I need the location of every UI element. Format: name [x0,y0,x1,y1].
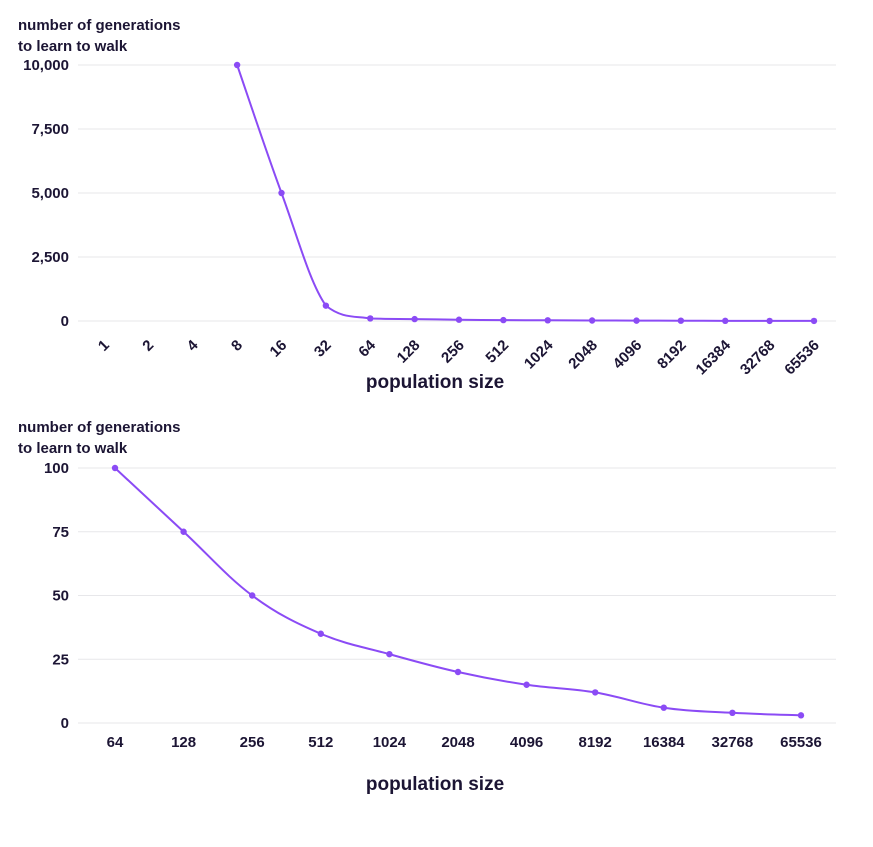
data-point [677,317,685,324]
x-tick-label: 1 [95,337,113,355]
data-point [588,317,596,324]
chart-top: number of generations to learn to walk p… [18,17,836,393]
y-tick-label: 100 [44,460,69,477]
data-point [233,61,241,69]
data-point [729,709,736,716]
y-tick-label: 5,000 [31,185,69,202]
x-tick-label: 8 [228,337,246,355]
x-tick-label: 32768 [712,734,754,751]
data-point [111,464,119,472]
x-tick-label: 8192 [654,337,690,373]
y-tick-label: 25 [52,651,69,668]
x-tick-label: 256 [438,337,468,367]
data-point [249,592,256,599]
x-tick-label: 64 [355,336,379,360]
data-point [544,317,551,324]
x-tick-label: 4 [184,336,202,354]
data-point [367,315,374,322]
data-point [322,302,330,309]
x-tick-label: 16 [267,337,291,361]
x-axis-label: population size [366,372,504,393]
x-tick-label: 16384 [643,734,685,751]
data-point [766,317,773,325]
x-tick-label: 64 [107,734,124,751]
x-tick-label: 32 [311,337,335,361]
y-axis-label-line-1: number of generations [18,17,181,34]
x-tick-label: 128 [171,734,196,751]
data-point [722,317,729,325]
data-point [455,316,463,323]
x-tick-label: 4096 [510,734,543,751]
data-point [180,528,187,535]
y-tick-label: 75 [52,524,69,541]
x-tick-label: 2048 [565,337,601,373]
y-tick-label: 50 [52,588,69,605]
x-tick-label: 2048 [441,734,474,751]
y-tick-label: 0 [61,313,69,330]
x-tick-label: 1024 [521,336,557,372]
data-point [317,630,324,637]
x-tick-label: 32768 [737,337,779,379]
data-point [523,681,530,688]
y-axis-label-line-2: to learn to walk [18,38,128,55]
data-point [660,704,667,711]
x-tick-label: 2 [139,337,157,355]
x-tick-label: 8192 [579,734,612,751]
y-tick-label: 10,000 [23,57,69,74]
chart-bottom: number of generations to learn to walk p… [18,419,836,795]
x-tick-label: 128 [394,337,424,367]
x-tick-label: 16384 [693,336,735,378]
data-point [633,317,640,324]
y-tick-label: 2,500 [31,249,69,266]
data-point [278,189,285,197]
x-tick-label: 512 [482,337,512,367]
x-tick-label: 256 [240,734,265,751]
x-tick-label: 512 [308,734,333,751]
x-tick-label: 65536 [780,734,822,751]
x-tick-label: 4096 [610,337,646,373]
x-tick-label: 1024 [373,734,407,751]
y-axis-label-line-2: to learn to walk [18,440,128,457]
series-line [114,467,802,717]
y-tick-label: 7,500 [31,121,69,138]
data-point [592,689,599,696]
y-tick-label: 0 [61,715,69,732]
x-tick-label: 65536 [781,337,823,379]
data-point [411,315,418,323]
data-point [500,316,507,324]
data-point [386,650,393,658]
data-point [797,712,805,719]
x-axis-label: population size [366,774,504,795]
y-axis-label-line-1: number of generations [18,419,181,436]
data-point [810,317,818,325]
data-point [454,668,462,676]
